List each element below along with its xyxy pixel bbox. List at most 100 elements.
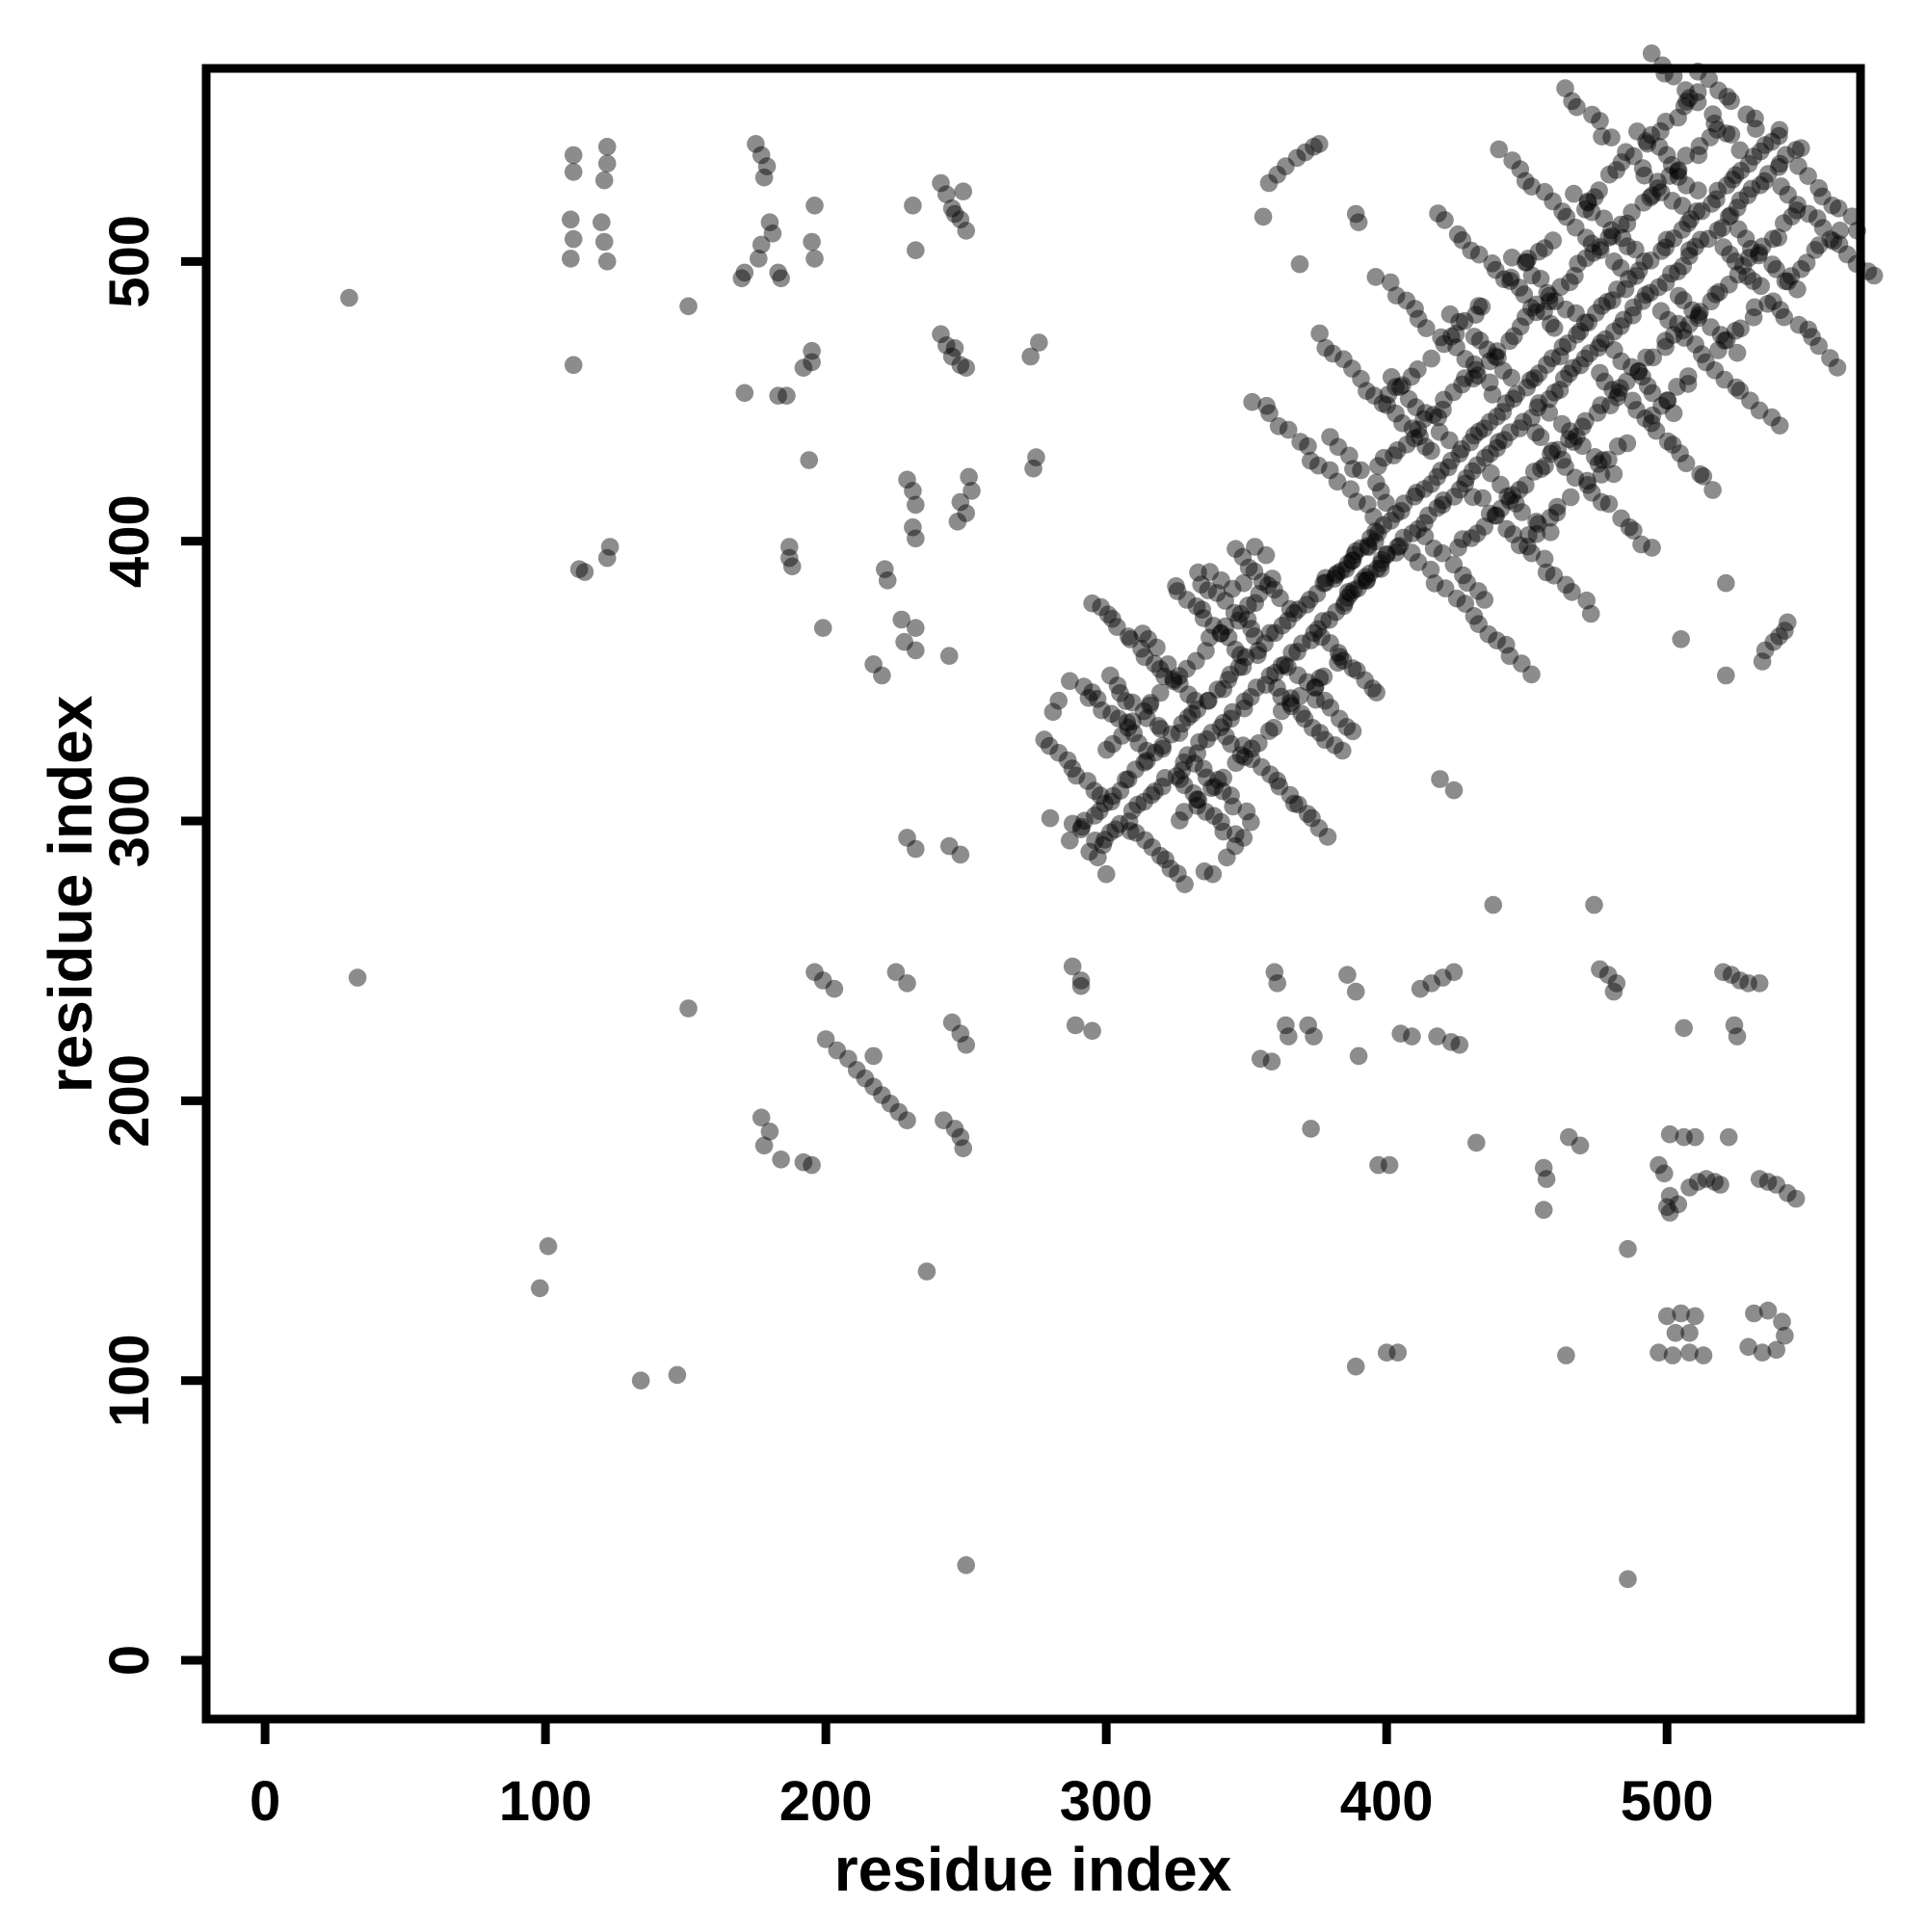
data-point — [1538, 283, 1557, 303]
data-point — [780, 538, 799, 556]
data-point — [1178, 746, 1197, 764]
data-point — [1315, 691, 1334, 710]
data-point — [1635, 252, 1653, 271]
data-point — [1779, 272, 1797, 291]
data-point — [1660, 167, 1679, 185]
data-point — [1085, 781, 1104, 800]
data-point — [772, 1151, 790, 1169]
data-point — [1705, 1173, 1724, 1191]
x-tick-label: 200 — [779, 1770, 873, 1833]
data-point — [1657, 230, 1676, 250]
data-point — [348, 968, 367, 987]
data-point — [1366, 268, 1386, 286]
data-point — [1513, 654, 1531, 673]
data-point — [1708, 181, 1727, 200]
data-point — [1514, 412, 1533, 432]
data-point — [1058, 751, 1077, 770]
data-point — [1652, 242, 1671, 260]
data-point — [907, 529, 925, 548]
data-point — [1488, 438, 1506, 458]
data-point — [1705, 361, 1725, 380]
data-point — [1664, 404, 1683, 423]
data-point — [1321, 634, 1339, 652]
data-point — [1334, 350, 1353, 369]
data-point — [1738, 267, 1756, 285]
data-point — [932, 325, 950, 344]
data-point — [1594, 451, 1612, 469]
data-point — [1563, 92, 1581, 111]
data-point — [1726, 252, 1745, 271]
data-point — [907, 641, 925, 660]
data-point — [1085, 807, 1104, 825]
data-point — [1407, 484, 1426, 502]
data-point — [1327, 602, 1345, 622]
data-point — [1214, 713, 1233, 732]
data-point — [1205, 778, 1224, 796]
data-point — [1544, 567, 1564, 585]
data-point — [1632, 535, 1650, 554]
data-point — [1393, 376, 1412, 395]
data-point — [1545, 292, 1565, 311]
data-point — [1367, 473, 1386, 492]
data-point — [1381, 273, 1400, 292]
data-point — [1444, 963, 1464, 982]
data-point — [1256, 675, 1275, 694]
data-point — [1619, 1570, 1637, 1589]
data-point — [1568, 427, 1586, 446]
data-point — [1242, 812, 1260, 832]
data-point — [1298, 805, 1317, 823]
data-point — [1201, 563, 1220, 581]
data-point — [1204, 807, 1224, 826]
data-point — [1467, 360, 1486, 380]
data-point — [1095, 794, 1114, 813]
data-point — [825, 979, 844, 998]
data-point — [1397, 291, 1416, 310]
data-point — [1139, 630, 1158, 648]
data-point — [1719, 207, 1738, 226]
data-point — [1642, 44, 1661, 63]
data-point — [1583, 105, 1601, 124]
data-point — [892, 610, 911, 629]
data-point — [1500, 647, 1519, 666]
data-point — [1552, 414, 1571, 434]
data-point — [1277, 157, 1295, 175]
data-point — [1782, 207, 1802, 225]
data-point — [1190, 732, 1208, 752]
data-point — [1469, 615, 1488, 633]
data-point — [1302, 1120, 1320, 1138]
data-point — [1545, 384, 1564, 402]
data-point — [904, 482, 922, 500]
data-point — [876, 560, 894, 578]
data-point — [1662, 156, 1681, 174]
data-point — [816, 1030, 835, 1048]
data-point — [1310, 669, 1330, 688]
data-point — [1402, 367, 1421, 386]
data-point — [1770, 120, 1789, 140]
data-point — [1642, 125, 1661, 145]
data-point — [1377, 493, 1395, 513]
data-point — [800, 451, 818, 469]
x-tick-label: 400 — [1340, 1770, 1434, 1833]
data-point — [1620, 517, 1639, 537]
data-point — [1604, 464, 1623, 484]
data-point — [1753, 237, 1772, 256]
data-point — [1304, 719, 1322, 737]
data-point — [1522, 177, 1541, 196]
data-point — [1510, 481, 1529, 499]
data-point — [1618, 434, 1637, 453]
data-point — [1714, 963, 1732, 982]
data-point — [1207, 584, 1227, 602]
data-point — [1674, 291, 1693, 309]
data-point — [1678, 375, 1698, 393]
data-point — [1602, 128, 1621, 146]
data-point — [1582, 484, 1601, 502]
data-point — [1691, 464, 1709, 484]
data-point — [1293, 634, 1311, 653]
data-point — [1634, 194, 1653, 212]
data-point — [1226, 836, 1245, 856]
data-point — [1074, 677, 1094, 696]
data-point — [1663, 436, 1682, 454]
data-point — [1155, 667, 1174, 686]
data-point — [1217, 727, 1235, 746]
